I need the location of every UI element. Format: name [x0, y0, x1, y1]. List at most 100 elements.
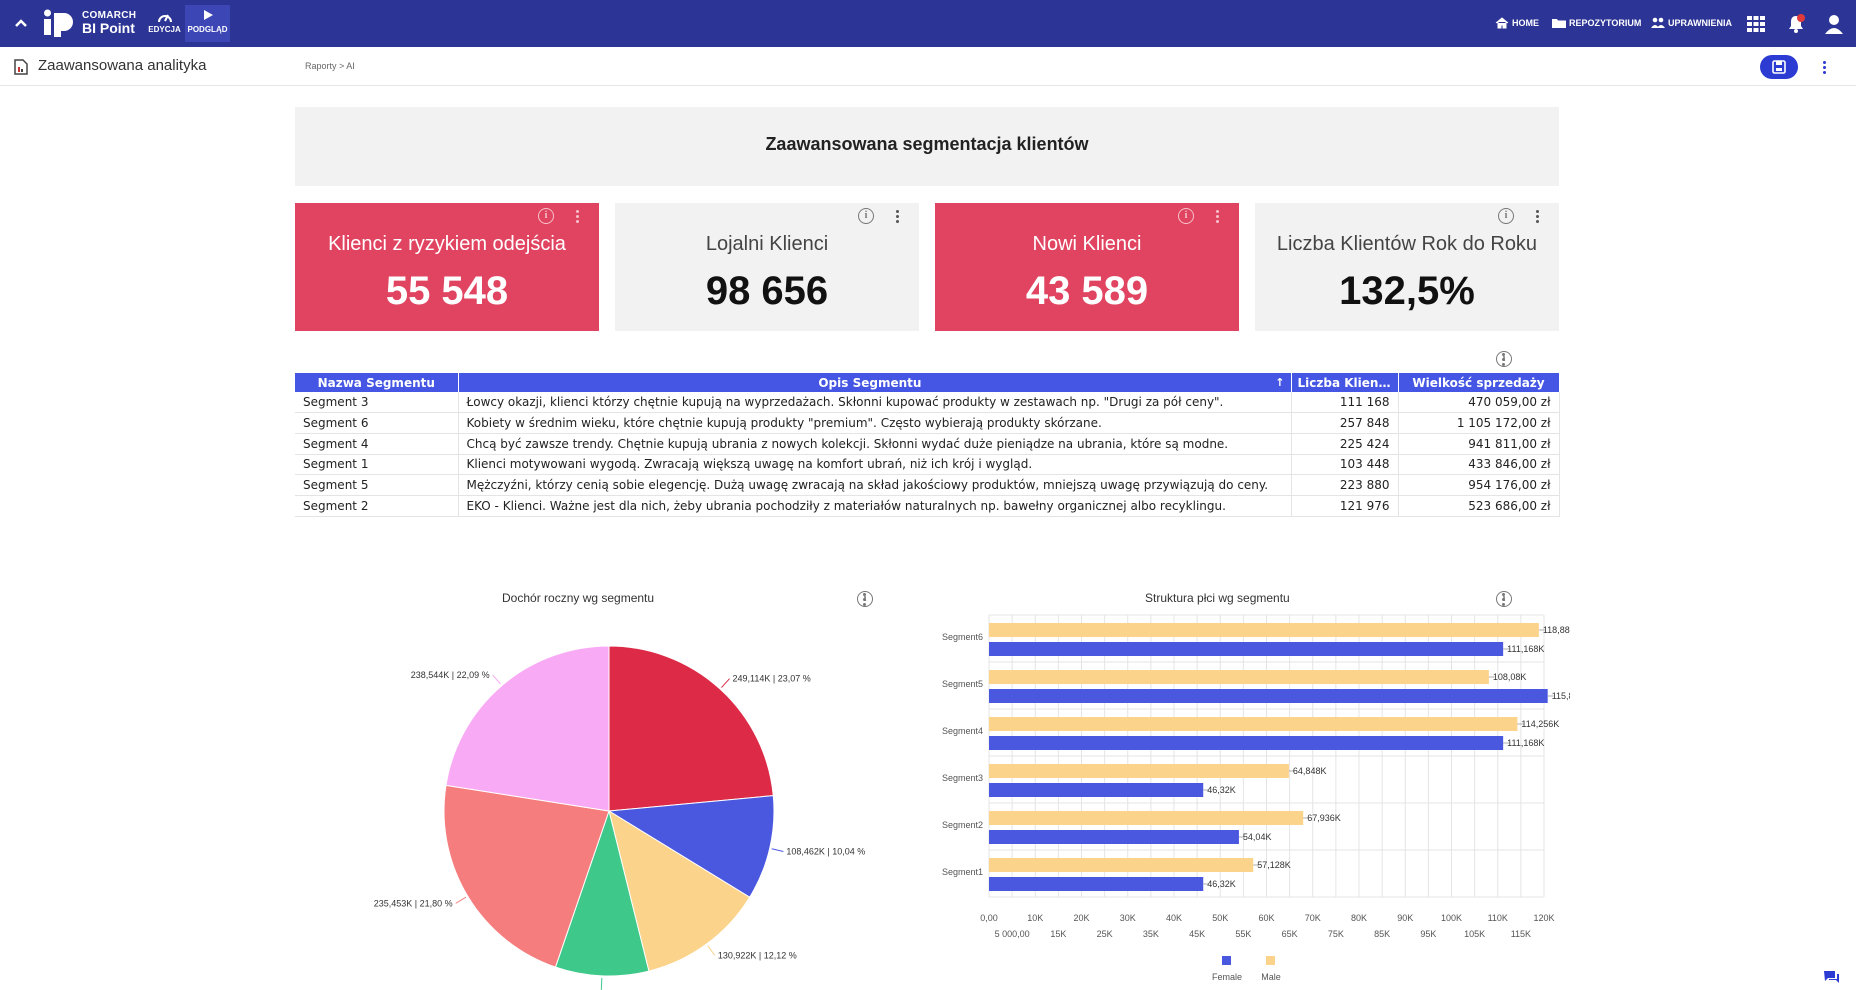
bar-male[interactable]	[989, 670, 1489, 684]
bar-male[interactable]	[989, 811, 1304, 825]
pie-slice[interactable]	[607, 795, 775, 898]
bar-male[interactable]	[989, 623, 1539, 637]
legend-label[interactable]: Male	[1261, 972, 1281, 982]
mode-edit-label: EDYCJA	[148, 25, 181, 34]
bar-female[interactable]	[989, 877, 1204, 891]
bar-data-label: 108,08K	[1493, 672, 1527, 682]
cell-client-count: 223 880	[1291, 474, 1399, 496]
table-row[interactable]: Segment 1 Klienci motywowani wygodą. Zwra…	[295, 454, 1560, 476]
column-header-segment-description[interactable]: Opis Segmentu ↑	[458, 373, 1292, 392]
table-row[interactable]: Segment 2 EKO - Klienci. Ważne jest dla n…	[295, 495, 1560, 517]
legend-swatch-male[interactable]	[1266, 956, 1275, 965]
more-options-icon[interactable]	[1817, 57, 1831, 77]
pie-data-label: 249,114K | 23,07 %	[733, 674, 811, 684]
pie-slice[interactable]	[608, 809, 751, 972]
column-header-sales-volume[interactable]: Wielkość sprzedaży	[1398, 373, 1560, 392]
y-axis-category-label: Segment3	[942, 773, 983, 783]
widget-menu-icon[interactable]	[1496, 589, 1510, 609]
nav-permissions-label: UPRAWNIENIA	[1668, 18, 1733, 28]
bar-chart[interactable]: Segment6 118,888K 111,168K Segment5 108,08K 1…	[930, 610, 1570, 985]
pie-slice[interactable]	[608, 645, 774, 812]
kpi-value: 132,5%	[1339, 269, 1475, 313]
legend-swatch-female[interactable]	[1222, 956, 1231, 965]
pie-chart-title: Dochór roczny wg segmentu	[502, 591, 655, 605]
column-header-client-count[interactable]: Liczba Klient...	[1291, 373, 1399, 392]
kpi-card-loyal-clients: i Lojalni Klienci 98 656	[615, 203, 919, 331]
pie-chart[interactable]: 249,114K | 23,07 % 108,462K | 10,04 % 130,…	[300, 620, 900, 990]
bar-data-label: 46,32K	[1207, 785, 1236, 795]
info-icon[interactable]: i	[858, 208, 874, 224]
info-icon[interactable]: i	[1498, 208, 1514, 224]
x-axis-minor-tick-label: 15K	[1050, 929, 1066, 939]
bar-female[interactable]	[989, 783, 1204, 797]
apps-grid-icon[interactable]	[1745, 13, 1767, 35]
kpi-value: 43 589	[1025, 269, 1149, 313]
widget-menu-icon[interactable]	[1496, 349, 1510, 369]
bar-female[interactable]	[989, 736, 1504, 750]
table-row[interactable]: Segment 4 Chcą być zawsze trendy. Chętnie…	[295, 433, 1560, 455]
cell-sales-volume: 941 811,00 zł	[1398, 433, 1560, 455]
play-icon	[185, 5, 230, 25]
user-avatar-icon[interactable]	[1823, 13, 1845, 35]
pie-data-label: 235,453K | 21,80 %	[374, 898, 453, 908]
folder-icon	[1552, 19, 1566, 28]
widget-menu-icon[interactable]	[570, 206, 584, 226]
x-axis-tick-label: 80K	[1351, 913, 1367, 923]
bar-male[interactable]	[989, 717, 1518, 731]
table-row[interactable]: Segment 3 Łowcy okazji, klienci którzy ch…	[295, 392, 1560, 414]
cell-segment-name: Segment 2	[295, 495, 459, 517]
nav-repository-link[interactable]: REPOZYTORIUM	[1552, 17, 1641, 29]
mode-preview-button[interactable]: PODGLĄD	[185, 5, 230, 42]
cell-segment-name: Segment 6	[295, 412, 459, 434]
pie-leader-line	[771, 848, 784, 853]
cell-segment-description: Łowcy okazji, klienci którzy chętnie kup…	[458, 392, 1292, 414]
pie-slice[interactable]	[445, 645, 610, 812]
bar-male[interactable]	[989, 764, 1289, 778]
legend-label[interactable]: Female	[1212, 972, 1242, 982]
x-axis-tick-label: 100K	[1441, 913, 1462, 923]
widget-menu-icon[interactable]	[890, 206, 904, 226]
table-row[interactable]: Segment 5 Mężczyźni, którzy cenią sobie e…	[295, 474, 1560, 496]
report-banner: Zaawansowana segmentacja klientów	[295, 107, 1559, 186]
nav-permissions-link[interactable]: UPRAWNIENIA	[1651, 17, 1732, 29]
table-row[interactable]: Segment 6 Kobiety w średnim wieku, które …	[295, 412, 1560, 434]
sort-ascending-icon[interactable]: ↑	[1275, 375, 1285, 389]
cell-sales-volume: 470 059,00 zł	[1398, 392, 1560, 414]
x-axis-tick-label: 120K	[1533, 913, 1554, 923]
save-button[interactable]	[1760, 55, 1798, 79]
x-axis-tick-label: 40K	[1166, 913, 1182, 923]
info-icon[interactable]: i	[538, 208, 554, 224]
breadcrumb[interactable]: Raporty > AI	[305, 61, 355, 71]
widget-menu-icon[interactable]	[857, 589, 871, 609]
widget-menu-icon[interactable]	[1530, 206, 1544, 226]
collapse-chevron-icon[interactable]	[10, 13, 32, 35]
bar-data-label: 118,888K	[1543, 625, 1570, 635]
nav-home-link[interactable]: HOME	[1495, 17, 1539, 29]
pie-widget-controls: i	[857, 591, 873, 607]
kpi-value: 55 548	[385, 269, 509, 313]
x-axis-minor-tick-label: 5 000,00	[995, 929, 1030, 939]
bar-female[interactable]	[989, 830, 1239, 844]
pie-slice[interactable]	[443, 784, 610, 968]
info-icon[interactable]: i	[1178, 208, 1194, 224]
nav-home-label: HOME	[1512, 18, 1539, 28]
cell-segment-description: Klienci motywowani wygodą. Zwracają więk…	[458, 454, 1292, 476]
x-axis-minor-tick-label: 35K	[1143, 929, 1159, 939]
pie-slice[interactable]	[554, 809, 650, 977]
x-axis-minor-tick-label: 55K	[1235, 929, 1251, 939]
column-header-segment-name[interactable]: Nazwa Segmentu	[295, 373, 459, 392]
bar-female[interactable]	[989, 689, 1548, 703]
cell-sales-volume: 523 686,00 zł	[1398, 495, 1560, 517]
widget-menu-icon[interactable]	[1210, 206, 1224, 226]
bar-data-label: 114,256K	[1521, 719, 1559, 729]
x-axis-tick-label: 10K	[1027, 913, 1043, 923]
bar-male[interactable]	[989, 858, 1254, 872]
segments-table: Nazwa Segmentu Opis Segmentu ↑ Liczba Kli…	[295, 373, 1560, 517]
kpi-value: 98 656	[705, 269, 829, 313]
bar-female[interactable]	[989, 642, 1504, 656]
mode-edit-button[interactable]: EDYCJA	[142, 5, 187, 42]
pie-data-label: 108,462K | 10,04 %	[786, 847, 865, 857]
chat-icon[interactable]	[1823, 969, 1841, 985]
kpi-label: Liczba Klientów Rok do Roku	[1276, 233, 1538, 255]
y-axis-category-label: Segment4	[942, 726, 983, 736]
